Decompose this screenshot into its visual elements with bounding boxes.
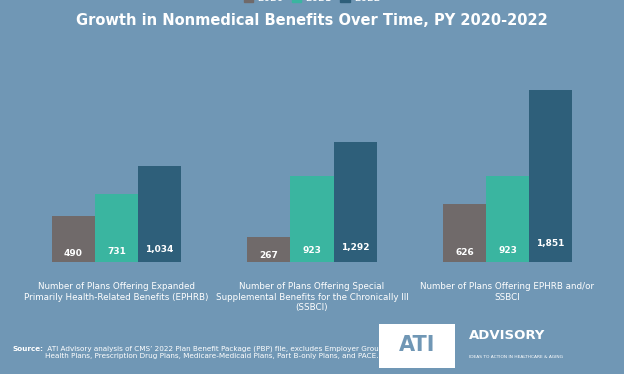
Text: Number of Plans Offering Special
Supplemental Benefits for the Chronically Ill
(: Number of Plans Offering Special Supplem… xyxy=(216,282,408,312)
Text: Growth in Nonmedical Benefits Over Time, PY 2020-2022: Growth in Nonmedical Benefits Over Time,… xyxy=(76,13,548,28)
FancyBboxPatch shape xyxy=(379,324,455,368)
Text: 1,851: 1,851 xyxy=(537,239,565,248)
Bar xyxy=(95,194,138,262)
Bar xyxy=(291,176,333,262)
Text: IDEAS TO ACTION IN HEALTHCARE & AGING: IDEAS TO ACTION IN HEALTHCARE & AGING xyxy=(469,355,563,359)
Bar xyxy=(486,176,529,262)
Text: 923: 923 xyxy=(498,246,517,255)
Legend: 2020, 2021, 2022: 2020, 2021, 2022 xyxy=(241,0,383,5)
Text: Number of Plans Offering Expanded
Primarily Health-Related Benefits (EPHRB): Number of Plans Offering Expanded Primar… xyxy=(24,282,209,301)
Text: 731: 731 xyxy=(107,247,126,257)
Bar xyxy=(333,142,376,262)
Text: Source:: Source: xyxy=(12,346,44,352)
Bar xyxy=(248,237,291,262)
Text: 923: 923 xyxy=(303,246,321,255)
Text: 626: 626 xyxy=(455,248,474,257)
Bar xyxy=(52,217,95,262)
Text: Number of Plans Offering EPHRB and/or
SSBCI: Number of Plans Offering EPHRB and/or SS… xyxy=(421,282,595,301)
Text: ATI: ATI xyxy=(399,335,436,355)
Text: 1,034: 1,034 xyxy=(145,245,173,254)
Bar xyxy=(138,166,181,262)
Bar xyxy=(529,91,572,262)
Bar xyxy=(443,204,486,262)
Text: 267: 267 xyxy=(260,251,278,260)
Text: 1,292: 1,292 xyxy=(341,243,369,252)
Text: ATI Advisory analysis of CMS’ 2022 Plan Benefit Package (PBP) file, excludes Emp: ATI Advisory analysis of CMS’ 2022 Plan … xyxy=(45,346,383,359)
Text: 490: 490 xyxy=(64,249,83,258)
Text: ADVISORY: ADVISORY xyxy=(469,329,545,342)
